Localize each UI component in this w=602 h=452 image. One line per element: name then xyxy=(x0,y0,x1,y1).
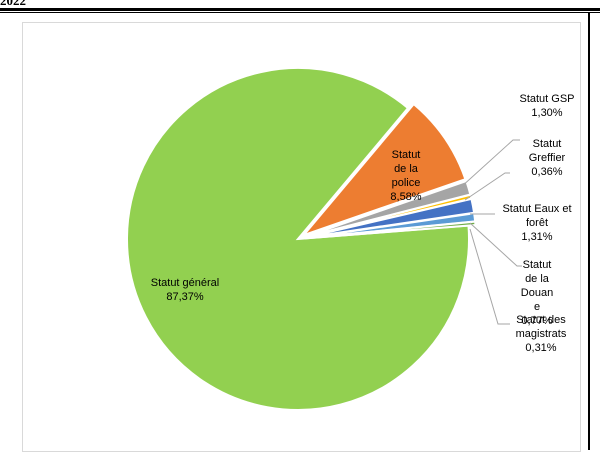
pie-slice-6 xyxy=(304,220,477,240)
page-heading: 2022 xyxy=(0,0,26,8)
pie-slice-0 xyxy=(126,67,470,411)
data-label-6: Statut des magistrats 0,31% xyxy=(516,314,567,354)
leader-line-6 xyxy=(469,228,510,325)
data-label-2: Statut GSP 1,30% xyxy=(519,93,574,119)
top-rule xyxy=(0,8,600,11)
data-label-3: Statut Greffier 0,36% xyxy=(529,138,566,178)
data-label-4: Statut Eaux et forêt 1,31% xyxy=(502,203,571,243)
data-label-1: Statut de la police 8,58% xyxy=(390,149,421,203)
pie-slice-1 xyxy=(300,102,467,238)
leader-line-3 xyxy=(464,172,510,201)
right-rule xyxy=(588,13,590,450)
data-label-5: Statut de la Douan e 0,77% xyxy=(521,259,553,327)
top-rule-thin xyxy=(0,12,600,13)
leader-line-5 xyxy=(469,222,522,267)
leader-line-2 xyxy=(459,139,520,189)
data-label-0: Statut général 87,37% xyxy=(151,277,220,303)
